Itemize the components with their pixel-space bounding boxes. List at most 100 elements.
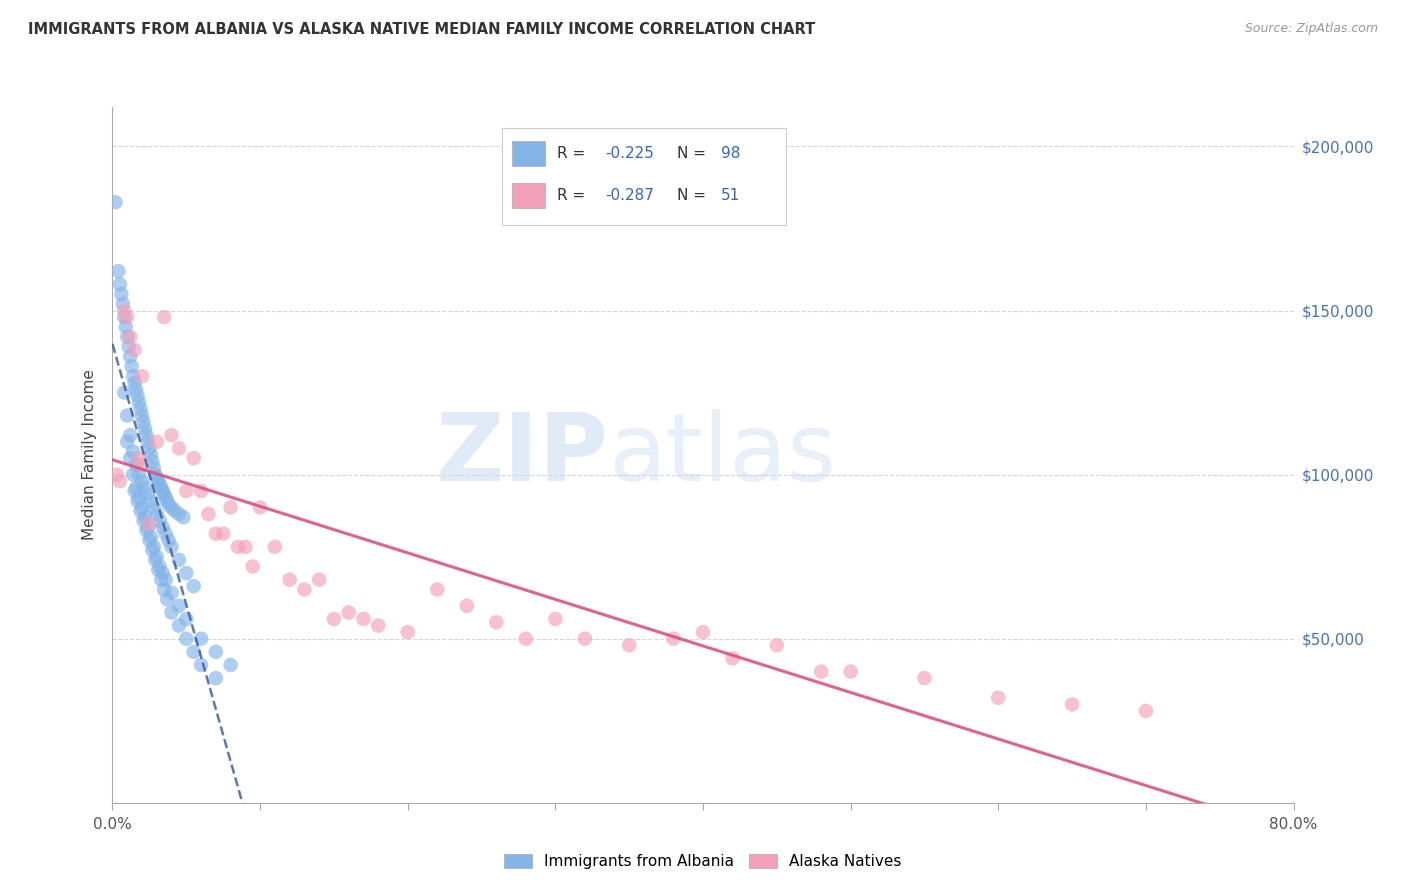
Point bbox=[143, 467, 166, 482]
Point bbox=[219, 657, 242, 672]
Point bbox=[112, 303, 135, 318]
Point bbox=[153, 487, 176, 501]
Point bbox=[160, 500, 183, 515]
Point bbox=[160, 428, 183, 442]
Point bbox=[128, 451, 150, 466]
Point bbox=[544, 612, 567, 626]
Point bbox=[396, 625, 419, 640]
Point bbox=[766, 638, 789, 652]
Point bbox=[148, 563, 170, 577]
Point bbox=[142, 540, 165, 554]
Point bbox=[112, 310, 135, 324]
Point bbox=[141, 543, 163, 558]
Point bbox=[172, 510, 194, 524]
Point bbox=[167, 599, 190, 613]
Bar bbox=[512, 183, 544, 208]
Point bbox=[167, 553, 190, 567]
Point bbox=[138, 533, 160, 548]
Point bbox=[167, 442, 190, 456]
Point bbox=[456, 599, 478, 613]
Point bbox=[662, 632, 685, 646]
Point bbox=[139, 448, 162, 462]
Point bbox=[692, 625, 714, 640]
Point bbox=[127, 494, 149, 508]
Point bbox=[197, 507, 219, 521]
Point bbox=[128, 467, 150, 482]
Point bbox=[127, 389, 149, 403]
Point bbox=[128, 491, 150, 505]
Point bbox=[174, 632, 197, 646]
Point bbox=[135, 428, 157, 442]
Point bbox=[117, 330, 138, 344]
Point bbox=[152, 566, 174, 580]
Point bbox=[426, 582, 449, 597]
Point bbox=[146, 549, 169, 564]
Point bbox=[108, 474, 131, 488]
Point bbox=[226, 540, 249, 554]
Point bbox=[242, 559, 264, 574]
Point bbox=[122, 444, 145, 458]
Point bbox=[131, 500, 153, 515]
Point bbox=[264, 540, 287, 554]
Point bbox=[114, 320, 136, 334]
Point bbox=[485, 615, 508, 630]
Point bbox=[233, 540, 256, 554]
Point bbox=[190, 657, 212, 672]
Point bbox=[367, 618, 389, 632]
Point bbox=[117, 409, 138, 423]
Point bbox=[131, 458, 153, 472]
Point bbox=[515, 632, 537, 646]
Point bbox=[146, 507, 169, 521]
Point bbox=[212, 526, 235, 541]
Point bbox=[155, 491, 177, 505]
Text: Source: ZipAtlas.com: Source: ZipAtlas.com bbox=[1244, 22, 1378, 36]
Point bbox=[152, 520, 174, 534]
Text: R =: R = bbox=[557, 188, 589, 202]
Point bbox=[1135, 704, 1157, 718]
Point bbox=[136, 487, 159, 501]
Point bbox=[190, 632, 212, 646]
Point bbox=[160, 540, 183, 554]
Point bbox=[132, 415, 155, 429]
Point bbox=[190, 483, 212, 498]
Point bbox=[205, 671, 228, 685]
Point bbox=[574, 632, 596, 646]
Y-axis label: Median Family Income: Median Family Income bbox=[82, 369, 97, 541]
Point bbox=[138, 516, 160, 531]
Point bbox=[124, 483, 146, 498]
Point bbox=[160, 586, 183, 600]
Point bbox=[153, 310, 176, 324]
Point bbox=[110, 287, 132, 301]
Text: 51: 51 bbox=[721, 188, 740, 202]
Text: N =: N = bbox=[678, 188, 711, 202]
Point bbox=[278, 573, 301, 587]
Point bbox=[131, 369, 153, 384]
Point bbox=[153, 582, 176, 597]
Point bbox=[112, 385, 135, 400]
Point bbox=[131, 474, 153, 488]
Point bbox=[117, 434, 138, 449]
Point bbox=[149, 559, 172, 574]
Text: -0.225: -0.225 bbox=[605, 146, 654, 161]
Point bbox=[135, 524, 157, 538]
Point bbox=[810, 665, 832, 679]
Text: -0.287: -0.287 bbox=[605, 188, 654, 202]
Point bbox=[157, 497, 180, 511]
Point bbox=[149, 477, 172, 491]
Point bbox=[120, 330, 142, 344]
Point bbox=[183, 579, 205, 593]
Point bbox=[117, 310, 138, 324]
Point bbox=[619, 638, 641, 652]
Point bbox=[128, 395, 150, 409]
Point bbox=[249, 500, 271, 515]
Point bbox=[120, 451, 142, 466]
Point bbox=[136, 520, 159, 534]
Point bbox=[125, 382, 148, 396]
Point bbox=[156, 494, 179, 508]
Text: IMMIGRANTS FROM ALBANIA VS ALASKA NATIVE MEDIAN FAMILY INCOME CORRELATION CHART: IMMIGRANTS FROM ALBANIA VS ALASKA NATIVE… bbox=[28, 22, 815, 37]
Point bbox=[134, 422, 156, 436]
Point bbox=[132, 514, 155, 528]
Point bbox=[160, 606, 183, 620]
FancyBboxPatch shape bbox=[502, 128, 786, 226]
Point bbox=[205, 526, 228, 541]
